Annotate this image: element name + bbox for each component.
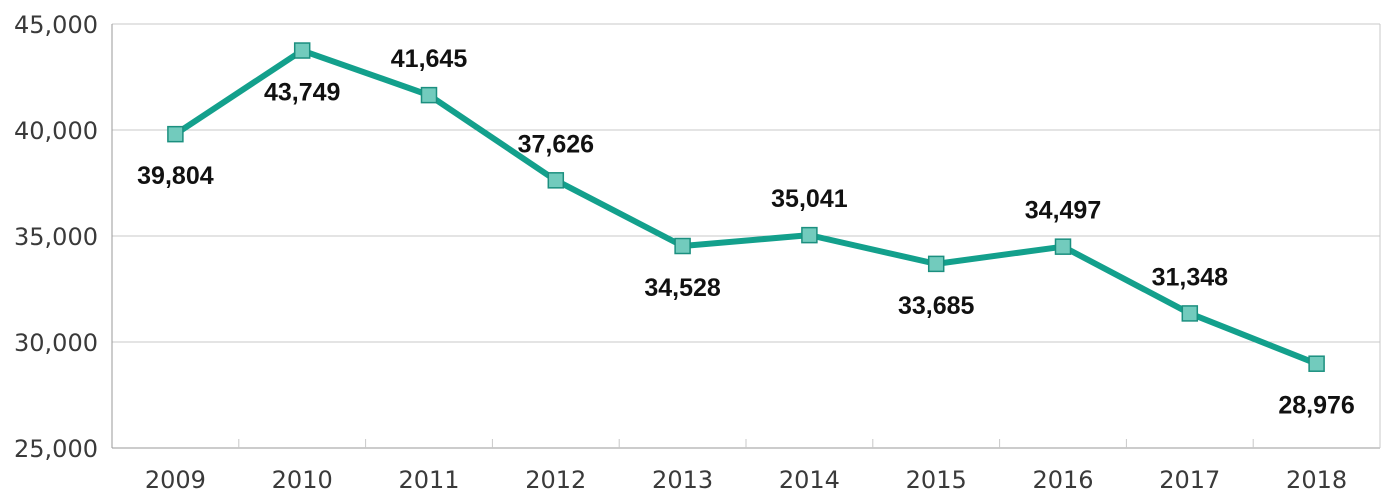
data-label: 35,041 [771, 185, 848, 213]
data-label: 28,976 [1278, 392, 1354, 420]
series-line-path [172, 47, 1320, 367]
data-label: 33,685 [898, 292, 975, 320]
data-point-marker [801, 226, 818, 244]
data-point-marker [420, 86, 438, 104]
gridlines [112, 23, 1380, 343]
x-tick-label: 2010 [272, 466, 333, 494]
x-tick-label: 2011 [398, 466, 459, 494]
x-axis-ticks: 2009 2010 2011 2012 2013 2014 2015 2016 2017 2018 [145, 466, 1347, 494]
y-tick-label: 25,000 [14, 435, 98, 463]
data-point-marker [927, 255, 945, 273]
data-point-marker [293, 42, 311, 59]
x-tick-label: 2012 [525, 466, 586, 494]
x-tick-label: 2018 [1286, 466, 1347, 494]
x-tick-label: 2016 [1032, 466, 1093, 494]
axes [111, 24, 1381, 449]
data-point-marker [1181, 305, 1199, 322]
data-label: 39,804 [137, 162, 214, 190]
data-label: 31,348 [1152, 263, 1229, 291]
series-line [172, 47, 1320, 367]
data-point-marker [547, 172, 565, 189]
y-axis-ticks: 25,000 30,000 35,000 40,000 45,000 [14, 11, 98, 463]
series-markers [167, 42, 1325, 372]
data-point-marker [1308, 355, 1325, 372]
data-label: 34,528 [644, 274, 721, 302]
data-label: 43,749 [264, 79, 340, 107]
x-tick-label: 2014 [779, 466, 840, 494]
data-point-marker [674, 237, 691, 255]
y-tick-label: 35,000 [14, 223, 98, 251]
data-point-marker [167, 125, 184, 143]
x-tick-label: 2009 [145, 466, 206, 494]
data-label: 34,497 [1025, 197, 1101, 225]
x-tick-label: 2013 [652, 466, 713, 494]
y-tick-label: 30,000 [14, 329, 98, 357]
data-point-marker [1054, 238, 1072, 255]
x-tick-label: 2015 [906, 466, 967, 494]
x-tick-label: 2017 [1159, 466, 1220, 494]
data-labels: 39,804 43,749 41,645 37,626 34,528 35,041 33,6… [137, 45, 1355, 420]
data-label: 41,645 [391, 45, 468, 73]
y-tick-label: 40,000 [14, 117, 98, 145]
y-tick-label: 45,000 [14, 11, 98, 39]
data-label: 37,626 [518, 130, 594, 158]
